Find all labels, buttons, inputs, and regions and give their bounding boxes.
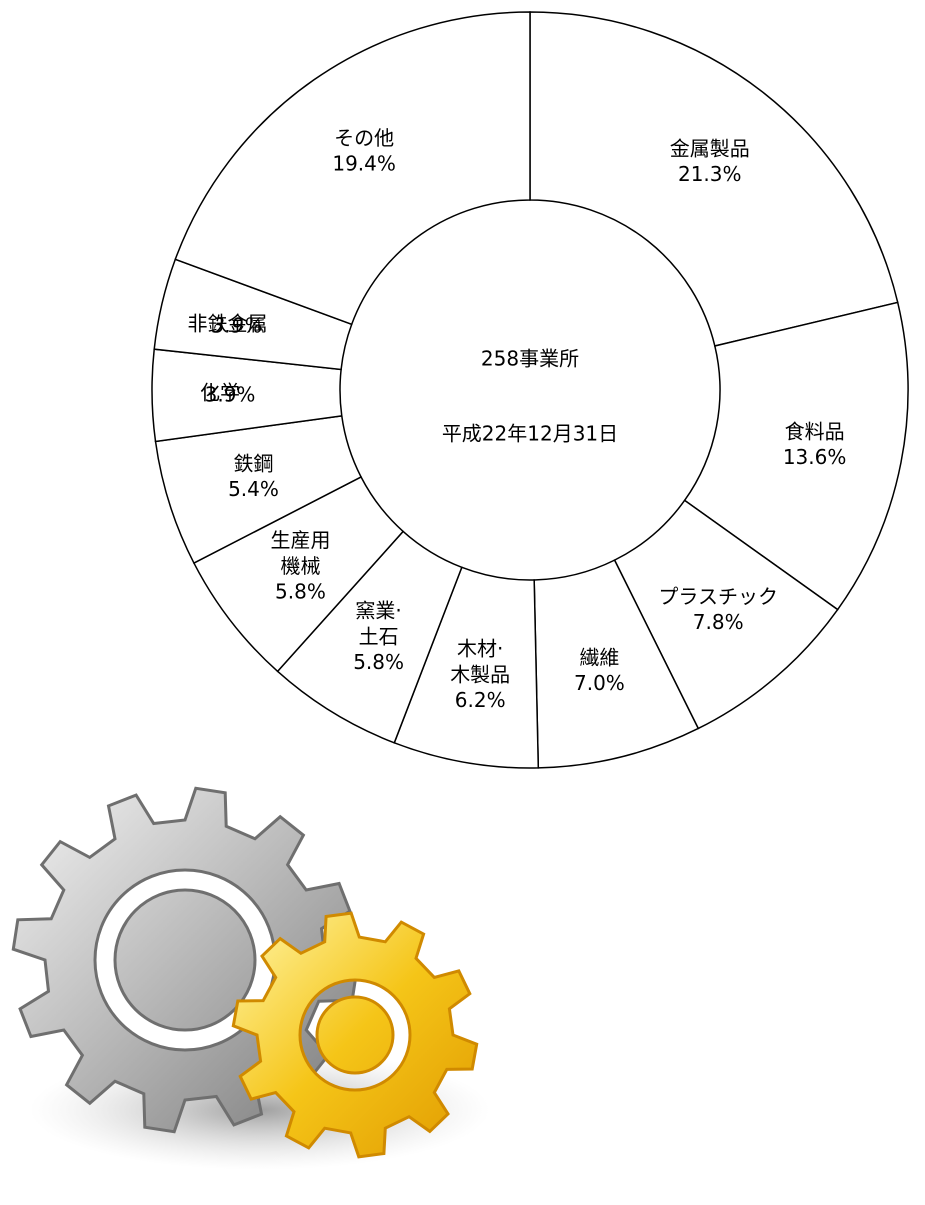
value-label: 7.0% [574, 671, 625, 695]
category-label: 木材·木製品 [450, 636, 510, 686]
category-label: 非鉄金属 [188, 311, 268, 335]
gear-icon [11, 786, 490, 1170]
category-label: 化学 [200, 381, 240, 405]
yellow-gear [231, 911, 479, 1159]
value-label: 7.8% [693, 610, 744, 634]
value-label: 13.6% [783, 445, 847, 469]
category-label: 食料品 [785, 419, 845, 443]
category-label: 金属製品 [670, 136, 750, 160]
center-label: 258事業所 [481, 347, 579, 371]
center-sublabel: 平成22年12月31日 [442, 422, 618, 446]
slice [529, 11, 899, 347]
value-label: 6.2% [455, 688, 506, 712]
category-label: 繊維 [579, 645, 619, 669]
category-label: 鉄鋼 [233, 451, 273, 475]
value-label: 3.9% [205, 383, 256, 407]
value-label: 21.3% [678, 162, 742, 186]
value-label: 3.9% [212, 313, 263, 337]
category-label: 窯業·土石 [355, 598, 401, 648]
value-label: 5.8% [275, 580, 326, 604]
slice [174, 11, 531, 326]
category-label: その他 [334, 126, 394, 150]
category-label: プラスチック [658, 584, 778, 608]
value-label: 5.4% [228, 477, 279, 501]
value-label: 5.8% [353, 650, 404, 674]
slice [683, 301, 909, 611]
value-label: 19.4% [332, 152, 396, 176]
category-label: 生産用機械 [270, 528, 330, 578]
